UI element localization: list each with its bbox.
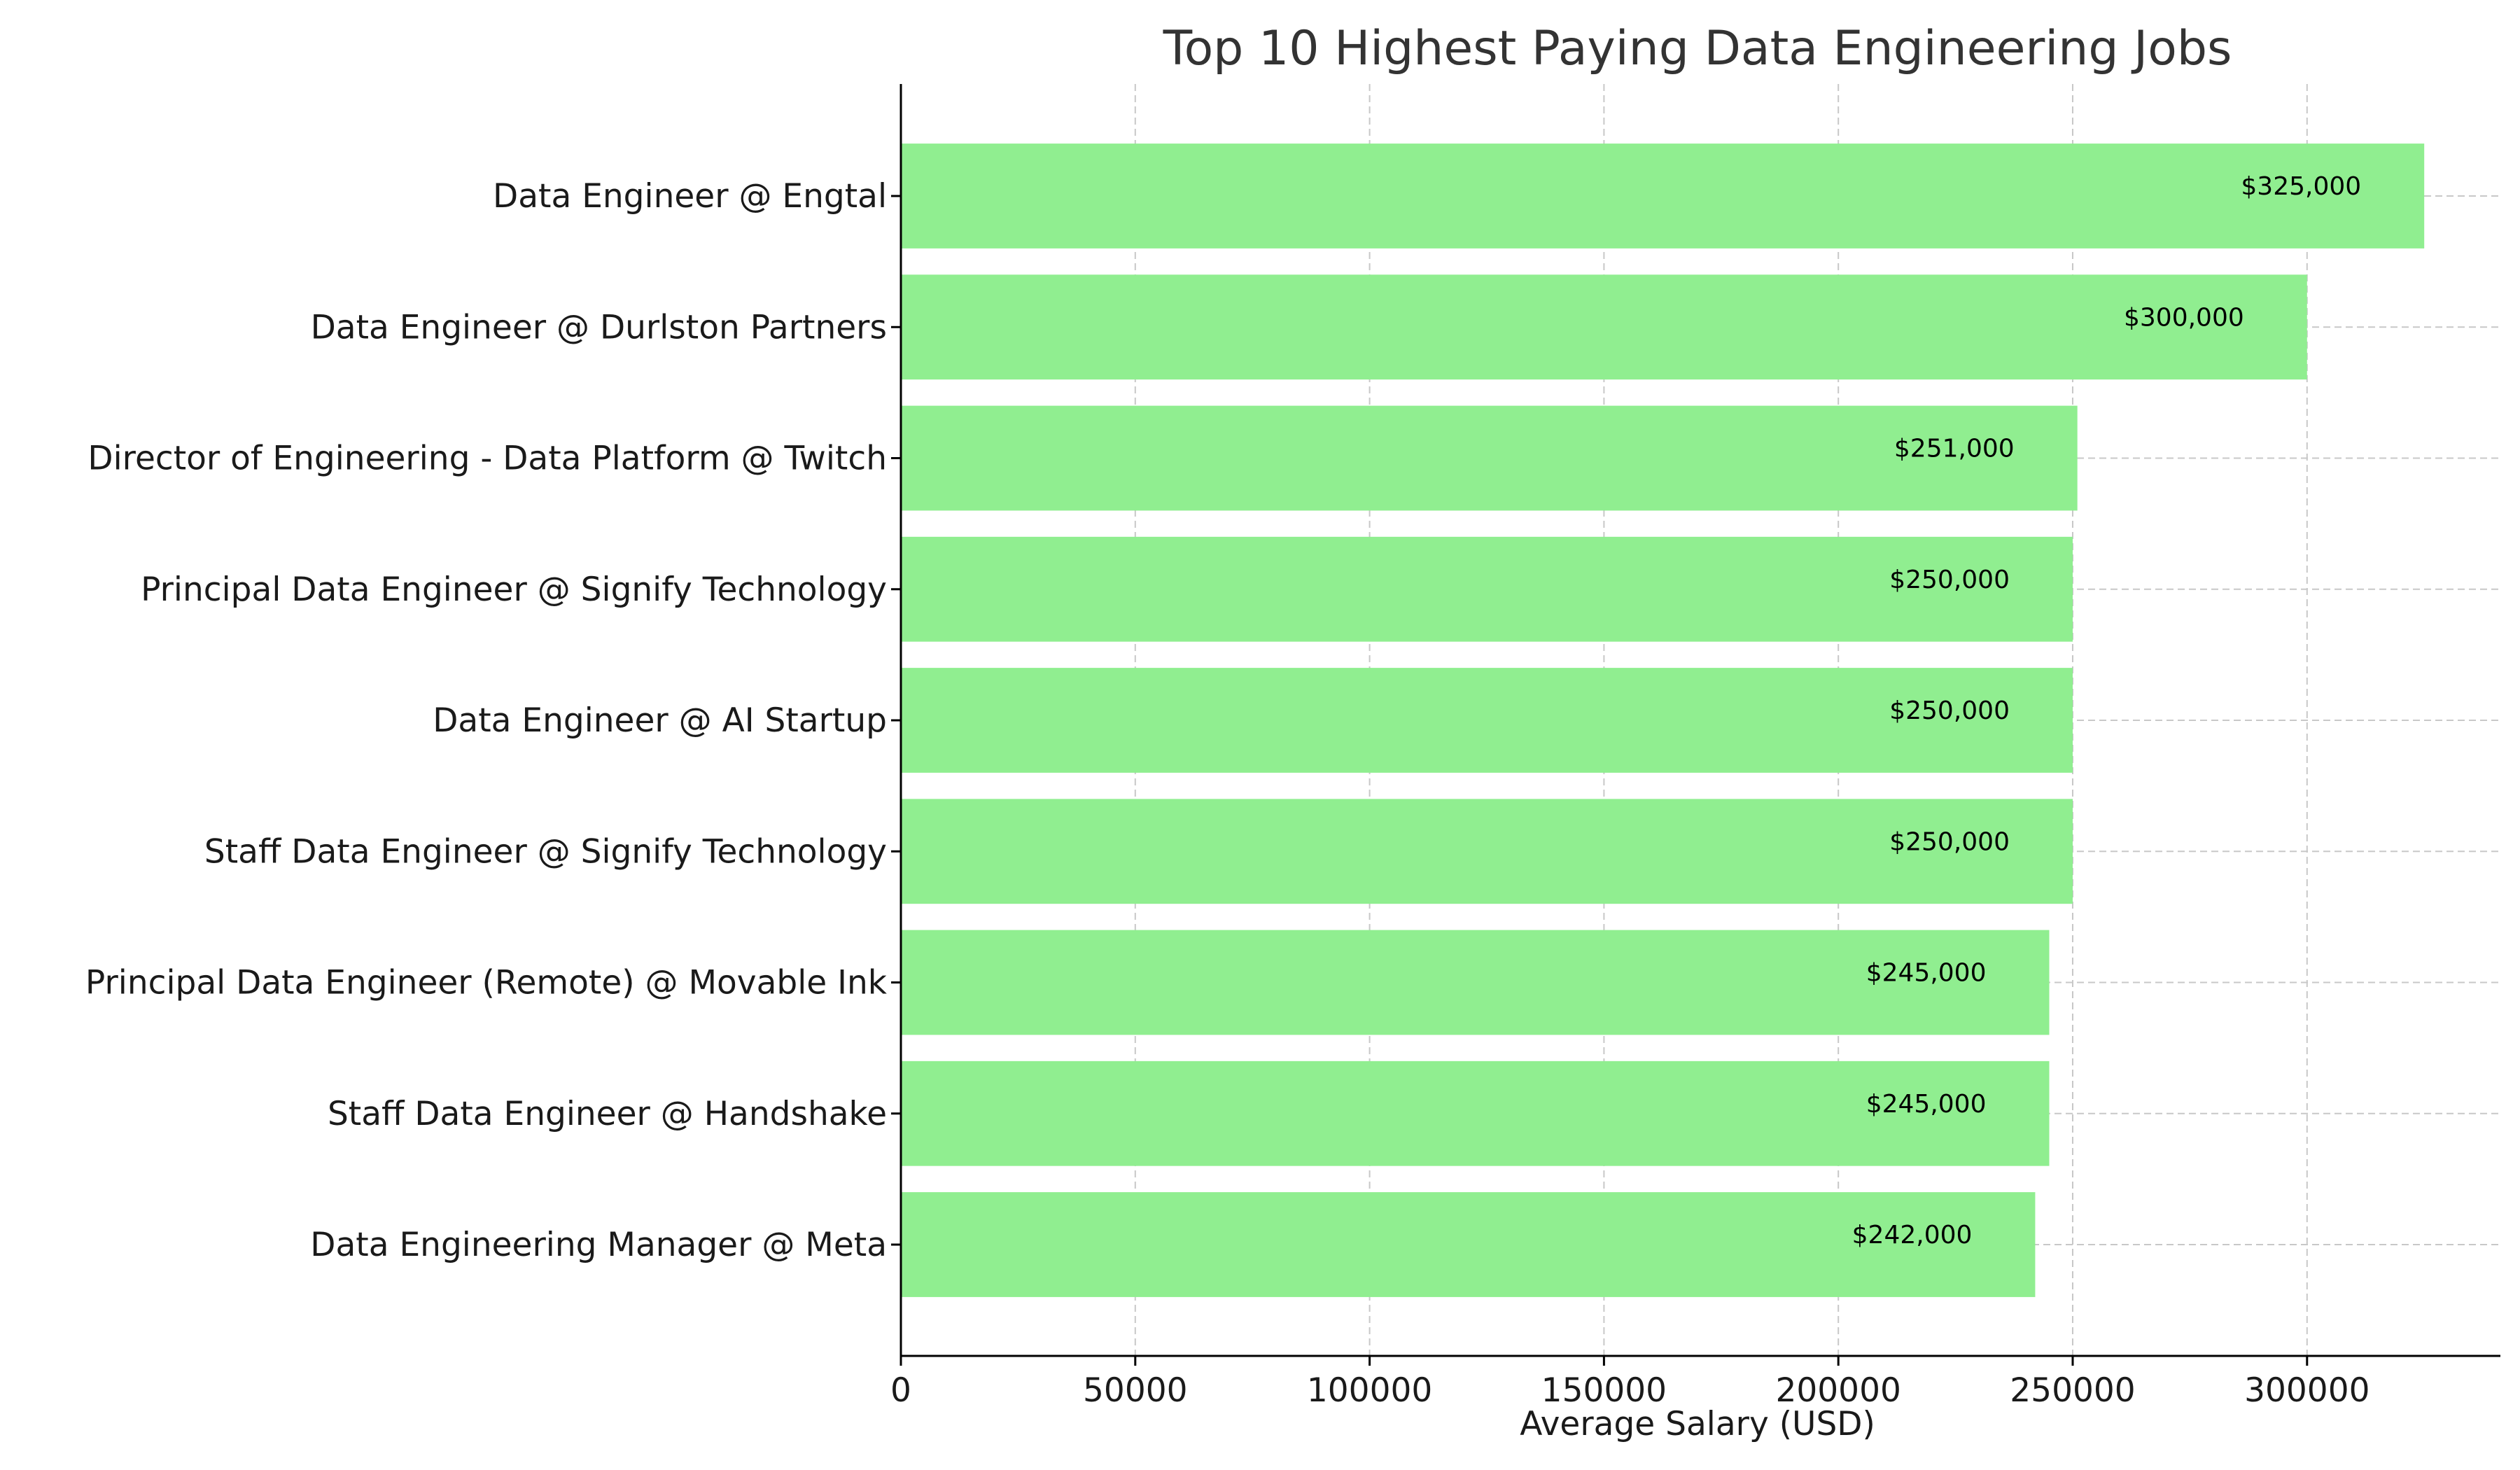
category-label: Data Engineering Manager @ Meta	[310, 1226, 887, 1264]
x-tick-label: 150000	[1541, 1371, 1667, 1410]
category-label: Principal Data Engineer (Remote) @ Movab…	[85, 964, 888, 1002]
bar	[901, 536, 2073, 642]
x-tick-label: 50000	[1083, 1371, 1188, 1410]
category-labels: Data Engineer @ Engtal Data Engineer @ Du…	[85, 177, 901, 1264]
data-label: $251,000	[1894, 435, 2015, 463]
bars	[901, 144, 2425, 1297]
bar	[901, 930, 2050, 1035]
data-label: $245,000	[1866, 1090, 1987, 1119]
x-tick-label: 200000	[1775, 1371, 1900, 1410]
bar	[901, 1192, 2036, 1297]
data-label: $250,000	[1889, 566, 2010, 594]
category-label: Data Engineer @ Durlston Partners	[311, 308, 887, 346]
category-label: Staff Data Engineer @ Signify Technology	[204, 832, 887, 871]
x-axis-ticks: 0 50000 100000 150000 200000 250000 300000	[890, 1356, 2370, 1410]
bar	[901, 274, 2307, 380]
bar	[901, 799, 2073, 904]
bar	[901, 1060, 2050, 1166]
category-label: Staff Data Engineer @ Handshake	[328, 1095, 887, 1133]
bar	[901, 668, 2073, 773]
data-label: $300,000	[2124, 303, 2244, 332]
x-tick-label: 100000	[1307, 1371, 1432, 1410]
category-label: Principal Data Engineer @ Signify Techno…	[141, 570, 887, 609]
data-labels: $325,000 $300,000 $251,000 $250,000 $250,000…	[1852, 172, 2362, 1250]
data-label: $245,000	[1866, 959, 1987, 988]
data-label: $250,000	[1889, 827, 2010, 856]
chart-title: Top 10 Highest Paying Data Engineering J…	[1163, 21, 2232, 76]
category-label: Data Engineer @ Engtal	[493, 177, 887, 216]
bar	[901, 144, 2425, 248]
x-axis-label: Average Salary (USD)	[1520, 1405, 1875, 1443]
category-label: Data Engineer @ AI Startup	[433, 701, 887, 740]
x-tick-label: 300000	[2244, 1371, 2370, 1410]
data-label: $242,000	[1852, 1221, 1973, 1250]
x-tick-label: 250000	[2010, 1371, 2135, 1410]
bar	[901, 405, 2078, 511]
data-label: $325,000	[2241, 172, 2361, 201]
x-tick-label: 0	[890, 1371, 911, 1410]
category-label: Director of Engineering - Data Platform …	[88, 440, 887, 478]
data-label: $250,000	[1889, 696, 2010, 725]
